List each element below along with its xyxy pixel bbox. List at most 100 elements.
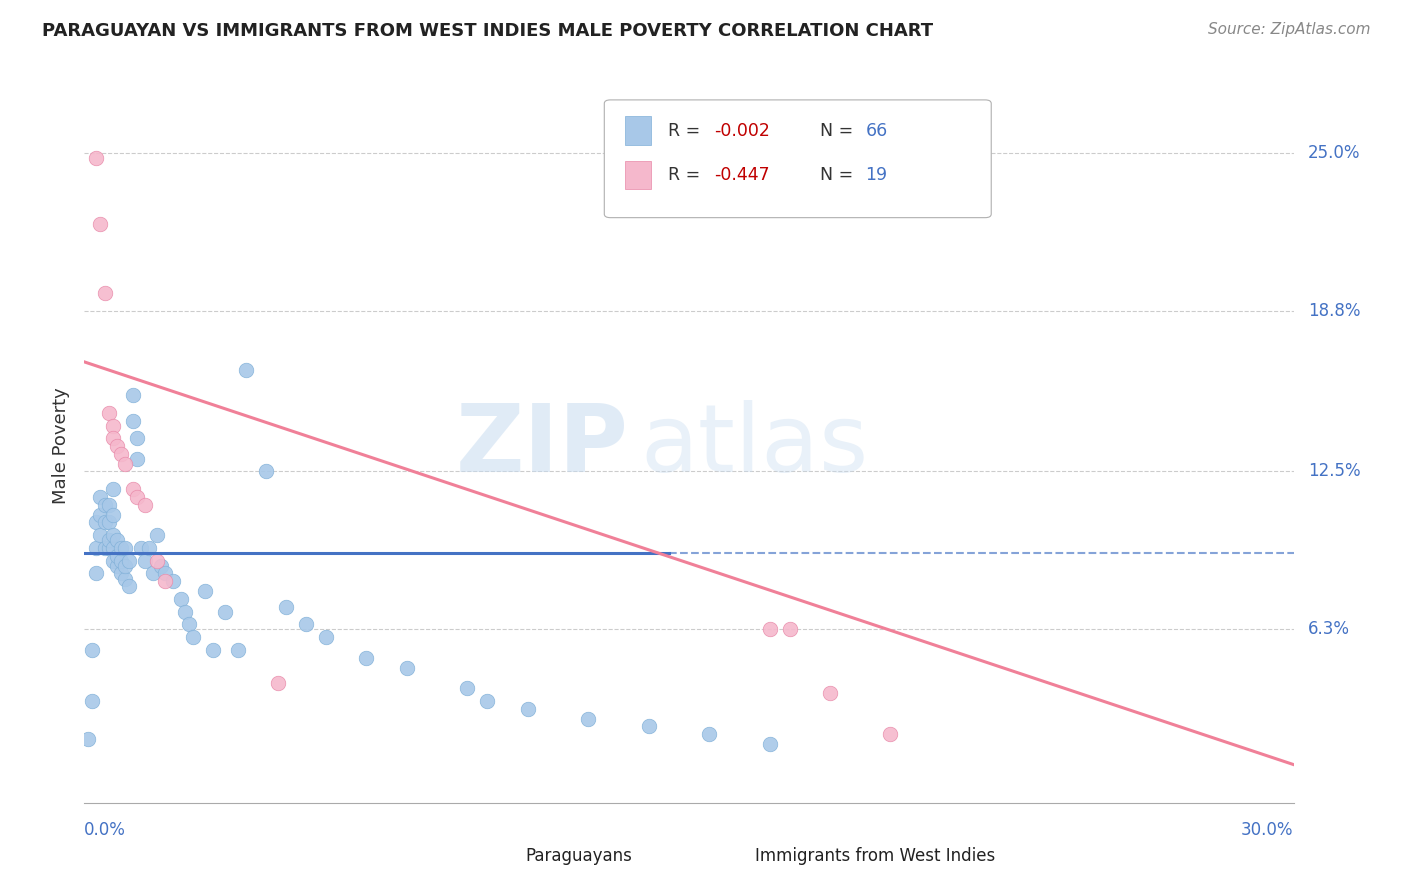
Text: R =: R = <box>668 166 706 184</box>
Point <box>86 151 108 165</box>
Point <box>89 217 111 231</box>
Point <box>114 572 136 586</box>
Point <box>162 574 184 588</box>
Text: R =: R = <box>668 121 706 139</box>
Text: 66: 66 <box>866 121 887 139</box>
Y-axis label: Male Poverty: Male Poverty <box>52 388 70 504</box>
Point <box>758 623 780 637</box>
Point <box>129 541 152 555</box>
Point <box>125 451 148 466</box>
Point <box>86 541 108 555</box>
Text: Source: ZipAtlas.com: Source: ZipAtlas.com <box>1208 22 1371 37</box>
Point <box>235 362 257 376</box>
Point <box>146 528 169 542</box>
Point <box>179 617 201 632</box>
Point <box>93 286 115 301</box>
Point <box>110 554 132 568</box>
Point <box>114 558 136 573</box>
Text: -0.002: -0.002 <box>714 121 770 139</box>
Text: Immigrants from West Indies: Immigrants from West Indies <box>755 847 995 865</box>
Point <box>153 566 176 581</box>
Point <box>97 541 120 555</box>
Point <box>121 413 143 427</box>
Point <box>86 566 108 581</box>
Point <box>97 406 120 420</box>
Point <box>153 574 176 588</box>
Point <box>97 516 120 530</box>
Point <box>879 727 901 741</box>
Point <box>194 584 217 599</box>
Point <box>101 554 124 568</box>
Point <box>93 516 115 530</box>
Point <box>97 533 120 548</box>
Point <box>114 541 136 555</box>
Point <box>105 549 128 563</box>
Point <box>226 643 249 657</box>
Point <box>86 516 108 530</box>
Point <box>456 681 478 695</box>
Point <box>121 388 143 402</box>
Text: -0.447: -0.447 <box>714 166 770 184</box>
Point <box>110 447 132 461</box>
Point <box>202 643 225 657</box>
Point <box>637 719 659 733</box>
Point <box>89 490 111 504</box>
Point <box>118 579 141 593</box>
Point <box>89 528 111 542</box>
Point <box>181 630 204 644</box>
Point <box>77 732 100 747</box>
Text: 30.0%: 30.0% <box>1241 821 1294 838</box>
Point <box>315 630 337 644</box>
Point <box>105 439 128 453</box>
Point <box>101 541 124 555</box>
Point <box>134 498 156 512</box>
Point <box>105 533 128 548</box>
FancyBboxPatch shape <box>624 116 651 145</box>
Point <box>93 541 115 555</box>
Point <box>114 457 136 471</box>
Text: 12.5%: 12.5% <box>1308 462 1361 481</box>
FancyBboxPatch shape <box>605 100 991 218</box>
Point <box>516 701 538 715</box>
Point <box>697 727 720 741</box>
Text: PARAGUAYAN VS IMMIGRANTS FROM WEST INDIES MALE POVERTY CORRELATION CHART: PARAGUAYAN VS IMMIGRANTS FROM WEST INDIE… <box>42 22 934 40</box>
Point <box>97 498 120 512</box>
Text: 0.0%: 0.0% <box>84 821 127 838</box>
Text: N =: N = <box>820 121 858 139</box>
Text: atlas: atlas <box>641 400 869 492</box>
Point <box>101 483 124 497</box>
Point <box>254 465 277 479</box>
Point <box>118 554 141 568</box>
Point <box>82 643 104 657</box>
Text: Paraguayans: Paraguayans <box>526 847 633 865</box>
Point <box>93 498 115 512</box>
Text: 19: 19 <box>866 166 887 184</box>
Point <box>174 605 197 619</box>
Text: N =: N = <box>820 166 858 184</box>
Point <box>110 541 132 555</box>
Point <box>267 676 290 690</box>
Point <box>146 554 169 568</box>
Point <box>274 599 297 614</box>
Point <box>758 737 780 751</box>
Point <box>134 554 156 568</box>
Point <box>818 686 841 700</box>
Text: 6.3%: 6.3% <box>1308 621 1350 639</box>
Point <box>779 623 801 637</box>
Point <box>138 541 160 555</box>
Point <box>214 605 236 619</box>
Point <box>89 508 111 522</box>
Point <box>356 650 378 665</box>
Text: 18.8%: 18.8% <box>1308 301 1361 320</box>
Point <box>125 431 148 445</box>
Point <box>170 591 193 606</box>
Point <box>576 712 599 726</box>
Point <box>82 694 104 708</box>
Point <box>101 528 124 542</box>
Point <box>105 558 128 573</box>
Text: 25.0%: 25.0% <box>1308 144 1361 162</box>
Point <box>149 558 172 573</box>
Point <box>101 431 124 445</box>
FancyBboxPatch shape <box>489 844 516 869</box>
Point <box>142 566 165 581</box>
